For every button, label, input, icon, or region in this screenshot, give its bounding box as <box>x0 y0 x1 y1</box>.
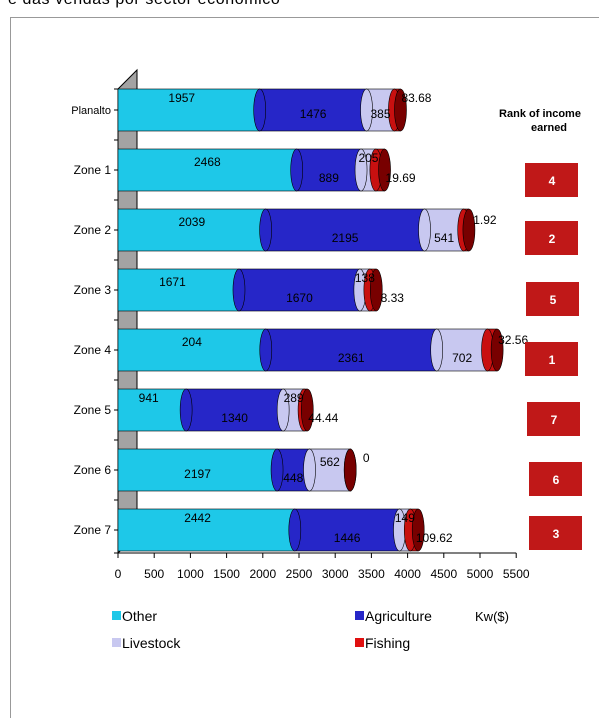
data-label: 8.33 <box>381 291 405 305</box>
data-label: 109.62 <box>416 531 453 545</box>
segment-cap <box>260 209 272 251</box>
segment-cap <box>260 329 272 371</box>
data-label: 1476 <box>300 107 327 121</box>
segment-cap <box>271 449 283 491</box>
data-label: 138 <box>355 271 375 285</box>
legend-label: Fishing <box>365 635 410 651</box>
data-label: 889 <box>319 171 339 185</box>
data-label: 1957 <box>168 91 195 105</box>
rank-value: 7 <box>551 413 558 427</box>
data-label: 1.92 <box>473 213 497 227</box>
x-tick-label: 4000 <box>394 567 421 581</box>
data-label: 562 <box>320 455 340 469</box>
data-label: 2197 <box>184 467 211 481</box>
stacked-bar-chart: 0 500 1000 1500 2000 2500 3000 3500 4000 4500 5000… <box>0 0 599 702</box>
data-label: 32.56 <box>498 333 528 347</box>
segment-cap <box>419 209 431 251</box>
data-label: 83.68 <box>401 91 431 105</box>
x-tick-label: 1500 <box>213 567 240 581</box>
category-label: Zone 7 <box>74 523 112 537</box>
data-label: 2442 <box>184 511 211 525</box>
legend-label: Agriculture <box>365 608 432 624</box>
segment-cap <box>289 509 301 551</box>
data-label: 289 <box>284 391 304 405</box>
legend-swatch <box>355 638 364 647</box>
legend-swatch <box>112 638 121 647</box>
x-tick-label: 1000 <box>177 567 204 581</box>
x-tick-label: 500 <box>144 567 164 581</box>
category-label: Zone 5 <box>74 403 112 417</box>
x-tick-label: 2000 <box>249 567 276 581</box>
data-label: 2361 <box>338 351 365 365</box>
data-label: 2039 <box>178 215 205 229</box>
segment-cap <box>431 329 443 371</box>
segment-cap <box>180 389 192 431</box>
x-tick-label: 5000 <box>467 567 494 581</box>
data-label: 448 <box>283 471 303 485</box>
legend-swatch <box>112 611 121 620</box>
x-tick-label: 3000 <box>322 567 349 581</box>
data-label: 0 <box>363 451 370 465</box>
data-label: 44.44 <box>308 411 338 425</box>
segment-cap <box>303 449 315 491</box>
data-label: 941 <box>139 391 159 405</box>
rank-header: Rank of income <box>499 108 581 120</box>
rank-value: 6 <box>553 473 560 487</box>
x-tick-label: 5500 <box>503 567 530 581</box>
x-axis-title: Kw($) <box>475 609 509 624</box>
data-label: 19.69 <box>386 171 416 185</box>
category-label: Zone 1 <box>74 163 112 177</box>
data-label: 541 <box>434 231 454 245</box>
x-tick-label: 3500 <box>358 567 385 581</box>
data-label: 205 <box>358 151 378 165</box>
category-label: Zone 4 <box>74 343 112 357</box>
rank-value: 2 <box>549 232 556 246</box>
data-label: 1671 <box>159 275 186 289</box>
category-label: Planalto <box>71 105 111 117</box>
rank-value: 5 <box>550 293 557 307</box>
data-label: 1670 <box>286 291 313 305</box>
rank-header: earned <box>531 122 567 134</box>
legend-swatch <box>355 611 364 620</box>
segment-cap <box>254 89 266 131</box>
rank-value: 1 <box>549 353 556 367</box>
data-label: 1446 <box>334 531 361 545</box>
category-label: Zone 2 <box>74 223 112 237</box>
data-label: 2195 <box>332 231 359 245</box>
segment-cap <box>233 269 245 311</box>
data-label: 1340 <box>221 411 248 425</box>
legend-label: Livestock <box>122 635 181 651</box>
category-label: Zone 3 <box>74 283 112 297</box>
rank-value: 3 <box>553 527 560 541</box>
data-label: 2468 <box>194 155 221 169</box>
bar-end-cap <box>344 449 356 491</box>
legend-label: Other <box>122 608 157 624</box>
data-label: 204 <box>182 335 202 349</box>
data-label: 385 <box>370 107 390 121</box>
segment-cap <box>291 149 303 191</box>
rank-value: 4 <box>549 174 556 188</box>
x-tick-label: 0 <box>115 567 122 581</box>
data-label: 702 <box>452 351 472 365</box>
data-label: 149 <box>395 511 415 525</box>
x-tick-label: 4500 <box>430 567 457 581</box>
x-tick-label: 2500 <box>286 567 313 581</box>
category-label: Zone 6 <box>74 463 112 477</box>
